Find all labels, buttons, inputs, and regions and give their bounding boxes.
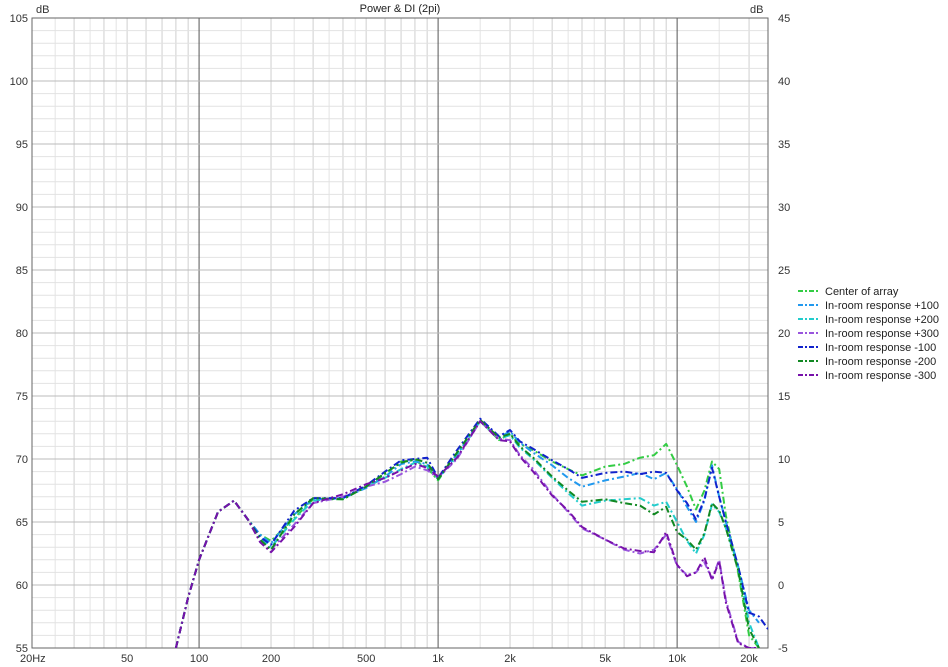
y-tick-label-left: 75 [16,391,28,403]
y-tick-label-left: 65 [16,517,28,529]
x-tick-label: 20k [740,653,758,665]
legend-label: In-room response +200 [825,314,939,326]
y-tick-label-right: 35 [778,139,790,151]
y-tick-label-left: 80 [16,328,28,340]
series-line-2 [174,420,760,648]
y-tick-label-left: 95 [16,139,28,151]
y-tick-label-left: 55 [16,643,28,655]
legend-label: In-room response -100 [825,342,936,354]
plot-frame [31,17,769,649]
y-tick-label-left: 90 [16,202,28,214]
y-tick-label-left: 85 [16,265,28,277]
legend-label: In-room response +300 [825,328,939,340]
y-tick-label-right: 20 [778,328,790,340]
y-tick-label-left: 100 [10,76,28,88]
y-tick-label-right: 0 [778,580,784,592]
y-tick-label-right: 15 [778,391,790,403]
series-line-7 [174,420,759,648]
right-axis-unit: dB [750,4,763,16]
legend: Center of array In-room response +100 In-r… [798,286,939,382]
legend-label: In-room response -200 [825,356,936,368]
axis-labels: 55 60 65 70 75 80 85 90 95 100 105 -5 0 5 10 15 20 25 30 35… [10,13,791,665]
left-axis-unit: dB [36,4,49,16]
y-tick-label-right: 30 [778,202,790,214]
x-tick-label: 2k [504,653,516,665]
x-tick-label: 50 [121,653,133,665]
x-tick-label: 200 [262,653,280,665]
x-tick-label: 100 [190,653,208,665]
series-line-6 [174,418,760,648]
y-tick-label-left: 60 [16,580,28,592]
y-tick-label-right: 40 [778,76,790,88]
y-tick-label-left: 105 [10,13,28,25]
series-line-3 [174,420,760,648]
legend-label: In-room response +100 [825,300,939,312]
x-tick-label: 5k [599,653,611,665]
y-tick-label-right: 45 [778,13,790,25]
series-line-5 [174,417,768,648]
x-tick-label: 20Hz [20,653,46,665]
y-tick-label-right: 5 [778,517,784,529]
y-tick-label-left: 70 [16,454,28,466]
y-tick-label-right: -5 [778,643,788,655]
series-layer [174,417,768,648]
legend-label: Center of array [825,286,899,298]
series-line-1 [174,420,760,648]
chart-title: Power & DI (2pi) [360,3,441,15]
legend-label: In-room response -300 [825,370,936,382]
x-tick-label: 1k [432,653,444,665]
x-tick-label: 500 [357,653,375,665]
y-tick-label-right: 10 [778,454,790,466]
y-tick-label-right: 25 [778,265,790,277]
x-tick-label: 10k [668,653,686,665]
